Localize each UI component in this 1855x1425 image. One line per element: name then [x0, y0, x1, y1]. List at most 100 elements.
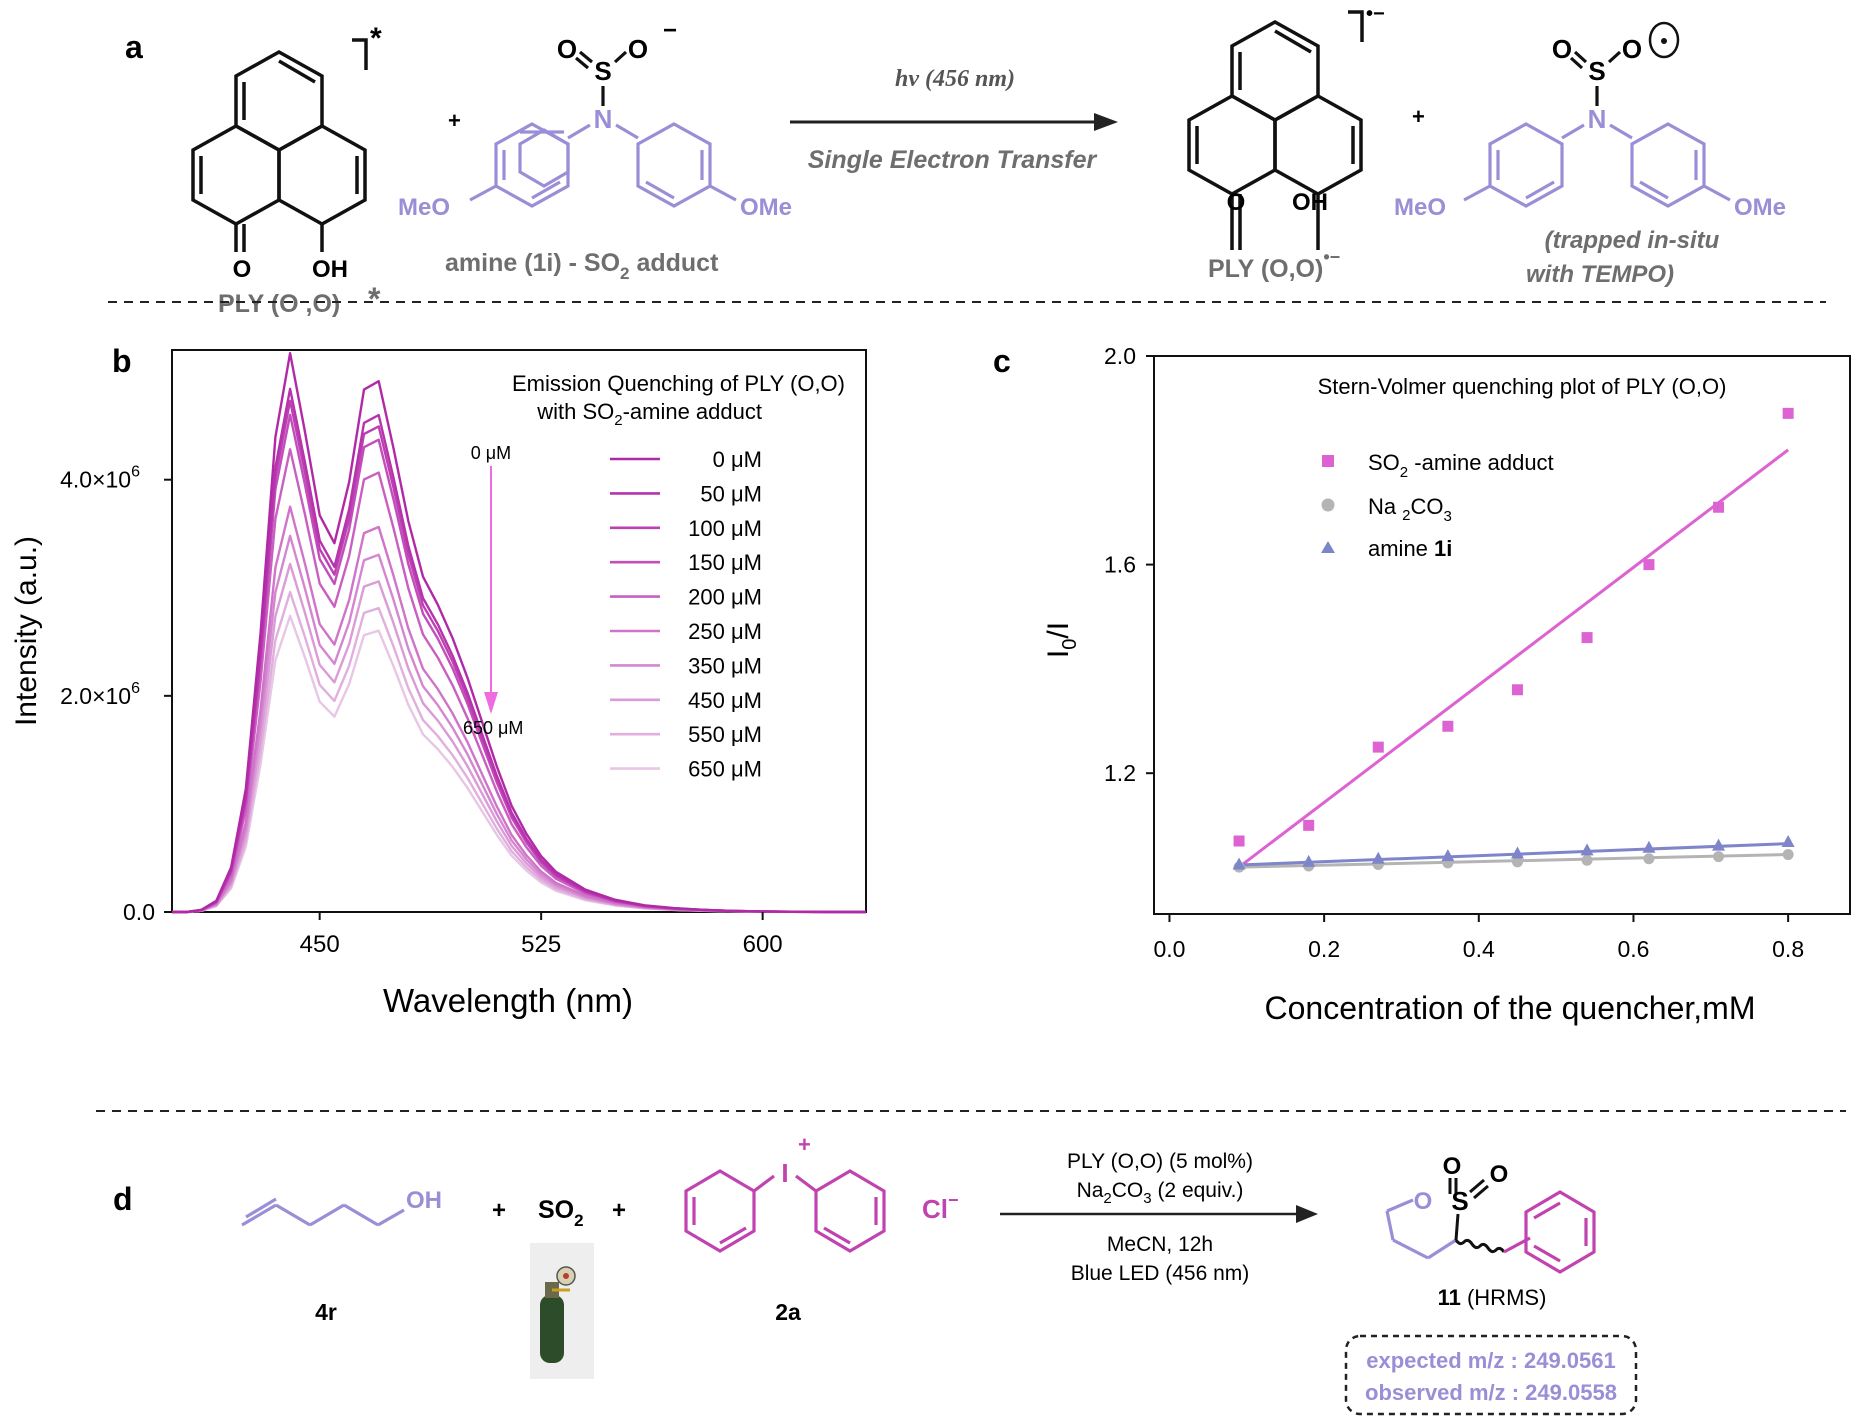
x-axis-b: 450 525 600	[300, 912, 783, 958]
adduct-ome: OMe	[740, 194, 792, 221]
plus-sign-1: +	[448, 108, 461, 133]
arrow-top-label: hν (456 nm)	[895, 66, 1015, 92]
point-1-6	[1643, 853, 1655, 865]
radical-anion-caption: PLY (O,O)•−	[1208, 247, 1340, 283]
x-tick-label-c: 0.2	[1308, 936, 1340, 962]
plot-frame-b	[171, 349, 867, 913]
legend-marker-adduct	[1322, 455, 1334, 467]
panel-a-label: a	[125, 29, 143, 65]
product-11-label: 11 (HRMS)	[1438, 1285, 1547, 1310]
condition-catalyst: PLY (O,O) (5 mol%)	[1067, 1150, 1253, 1173]
product-s: S	[1451, 1186, 1468, 1216]
legend-marker-na2co3	[1321, 498, 1335, 512]
adduct-meo: MeO	[398, 194, 450, 221]
condition-base: Na2CO3 (2 equiv.)	[1077, 1179, 1244, 1207]
y-tick-label-c: 1.2	[1104, 760, 1136, 786]
point-2-2	[1371, 851, 1385, 864]
x-axis-label-c: Concentration of the quencher,mM	[1265, 990, 1756, 1026]
point-2-0	[1232, 857, 1246, 870]
hrms-box	[1344, 1334, 1638, 1416]
arrow-bottom-label: Single Electron Transfer	[808, 146, 1098, 174]
point-0-1	[1303, 819, 1315, 831]
radical-o-right: O	[1622, 34, 1642, 64]
panel-b-label: b	[112, 343, 132, 379]
y-axis-label-c: I0/I	[1042, 622, 1081, 658]
y-tick-label-b: 0.0	[123, 899, 155, 925]
adduct-o-right: O	[628, 34, 648, 64]
quench-arrow-top-label: 0 μM	[471, 443, 511, 463]
y-tick-label-c: 2.0	[1104, 343, 1136, 369]
fit-line-0	[1238, 448, 1790, 869]
product-11-structure: O S O O	[1385, 1153, 1596, 1274]
legend-label-adduct: SO2 -amine adduct	[1368, 450, 1554, 481]
point-1-8	[1782, 849, 1794, 861]
point-0-7	[1713, 501, 1725, 513]
y-axis-c: 1.2 1.6 2.0	[1104, 343, 1154, 786]
iodonium-i: I	[781, 1158, 788, 1188]
radical-orbital-icon	[1648, 21, 1680, 59]
point-2-5	[1580, 843, 1594, 856]
point-0-0	[1233, 835, 1245, 847]
x-tick-label-c: 0.6	[1617, 936, 1649, 962]
diphenyliodonium-structure	[684, 1169, 886, 1253]
reaction-arrow-d	[1000, 1205, 1318, 1223]
product-o-right: O	[1490, 1161, 1509, 1188]
ply-o-label: O	[233, 256, 252, 283]
radical-meo: MeO	[1394, 194, 1446, 221]
point-2-1	[1302, 854, 1316, 867]
radical-anion-mark-top: •−	[1366, 3, 1385, 25]
x-tick-label-b: 600	[743, 931, 783, 958]
y-axis-b: 0.0 2.0×106 4.0×106	[60, 464, 172, 925]
pentenol-oh: OH	[406, 1187, 442, 1214]
trapped-line2: with TEMPO)	[1526, 261, 1674, 288]
adduct-structure: O O − S N	[398, 17, 792, 283]
point-1-5	[1581, 854, 1593, 866]
legend-label-4: 200 μM	[688, 585, 762, 610]
point-2-6	[1642, 840, 1656, 853]
point-0-5	[1581, 632, 1593, 644]
sulfonyl-radical-structure: O O S N	[1394, 21, 1786, 288]
legend-label-8: 550 μM	[688, 722, 762, 747]
radical-n: N	[1588, 104, 1607, 134]
ply-excited-structure	[191, 38, 368, 252]
legend-marker-amine	[1321, 541, 1335, 553]
plus-d2: +	[612, 1197, 626, 1224]
radical-oh-label: OH	[1292, 189, 1328, 216]
y-tick-label-b: 2.0×106	[60, 680, 140, 709]
x-tick-label-c: 0.8	[1772, 936, 1804, 962]
reactant-4r-label: 4r	[315, 1299, 337, 1325]
x-tick-label-c: 0.4	[1463, 936, 1495, 962]
adduct-s: S	[594, 56, 611, 86]
chloride-label: Cl−	[922, 1190, 959, 1224]
point-0-6	[1643, 559, 1655, 571]
ply-excited-caption: PLY (O ,O)	[218, 290, 340, 318]
point-0-4	[1511, 684, 1523, 696]
so2-cylinder-icon	[530, 1243, 594, 1379]
excited-star: *	[370, 22, 382, 55]
emission-curve-0	[172, 352, 867, 914]
radical-o-label: O	[1227, 189, 1246, 216]
hrms-observed: observed m/z : 249.0558	[1365, 1380, 1617, 1405]
panel-d-label: d	[113, 1181, 133, 1217]
point-0-2	[1372, 741, 1384, 753]
hrms-expected: expected m/z : 249.0561	[1366, 1348, 1615, 1373]
pentenol-structure	[241, 1197, 405, 1227]
point-2-8	[1781, 835, 1795, 848]
point-2-3	[1441, 849, 1455, 862]
legend-label-5: 250 μM	[688, 619, 762, 644]
quench-arrow-bottom-label: 650 μM	[463, 718, 523, 738]
adduct-n: N	[594, 104, 613, 134]
y-axis-label-b: Intensity (a.u.)	[10, 536, 43, 726]
chart-b-title-line1: Emission Quenching of PLY (O,O)	[512, 371, 845, 396]
panel-d: d OH 4r + SO2 +	[113, 1132, 1638, 1416]
legend-label-na2co3: Na 2CO3	[1368, 494, 1452, 525]
chart-c-title: Stern-Volmer quenching plot of PLY (O,O)	[1318, 374, 1727, 399]
adduct-charge: −	[663, 17, 677, 44]
panel-c-label: c	[993, 343, 1011, 379]
condition-solvent: MeCN, 12h	[1107, 1233, 1213, 1256]
point-0-3	[1442, 720, 1454, 732]
ply-excited-caption-star: *	[368, 281, 381, 317]
x-axis-c: 0.0 0.2 0.4 0.6 0.8	[1153, 914, 1804, 962]
legend-label-amine: amine 1i	[1368, 536, 1452, 561]
